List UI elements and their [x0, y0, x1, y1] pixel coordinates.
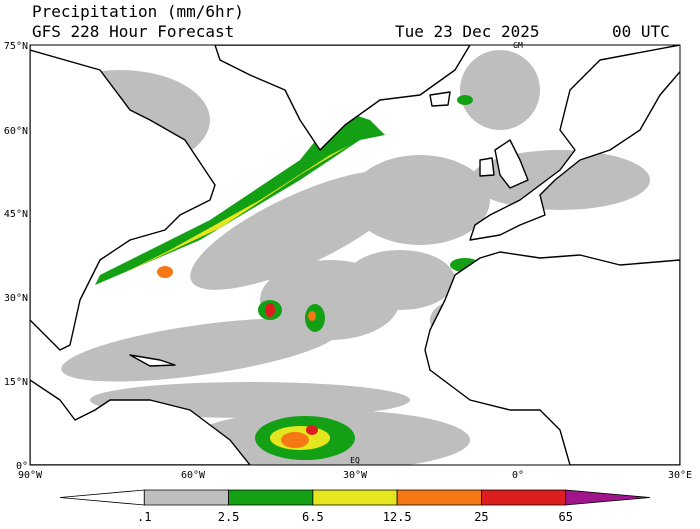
lon-label: 30°E — [668, 470, 692, 481]
colorbar-segment — [312, 489, 398, 506]
colorbar-segment — [59, 489, 145, 506]
colorbar-label: 2.5 — [218, 510, 240, 524]
colorbar-label: 25 — [474, 510, 488, 524]
colorbar-segment — [396, 489, 482, 506]
lat-label: 30°N — [4, 293, 28, 304]
colorbar-segment — [228, 489, 314, 506]
equator-marker: EQ — [350, 456, 360, 465]
colorbar-label: .1 — [137, 510, 151, 524]
meridian-marker: GM — [513, 41, 523, 50]
map-axes: 75°N60°N45°N30°N15°N0°90°W 60°W 30°W 0° 30°E… — [4, 41, 692, 481]
colorbar-label: 12.5 — [383, 510, 412, 524]
title: Precipitation (mm/6hr) — [32, 2, 244, 21]
colorbar-segment — [481, 489, 567, 506]
subtitle: GFS 228 Hour Forecast — [32, 22, 234, 41]
colorbar-label: 6.5 — [302, 510, 324, 524]
lat-label: 45°N — [4, 209, 28, 220]
lat-label: 75°N — [4, 41, 28, 52]
colorbar-label: 65 — [558, 510, 572, 524]
lon-label: 30°W — [343, 470, 368, 481]
lon-label: 60°W — [181, 470, 206, 481]
lon-label: 0° — [512, 470, 524, 481]
map — [29, 44, 681, 466]
lon-label: 90°W — [18, 470, 43, 481]
time: 00 UTC — [612, 22, 670, 41]
colorbar-segment — [143, 489, 229, 506]
date: Tue 23 Dec 2025 — [395, 22, 540, 41]
map-frame — [29, 44, 681, 466]
colorbar: .1 2.5 6.5 12.5 25 65 — [59, 489, 651, 524]
lat-label: 60°N — [4, 126, 28, 137]
lat-label: 0° — [16, 461, 28, 472]
coastlines — [30, 45, 680, 465]
lat-label: 15°N — [4, 377, 28, 388]
colorbar-segment — [565, 489, 651, 506]
